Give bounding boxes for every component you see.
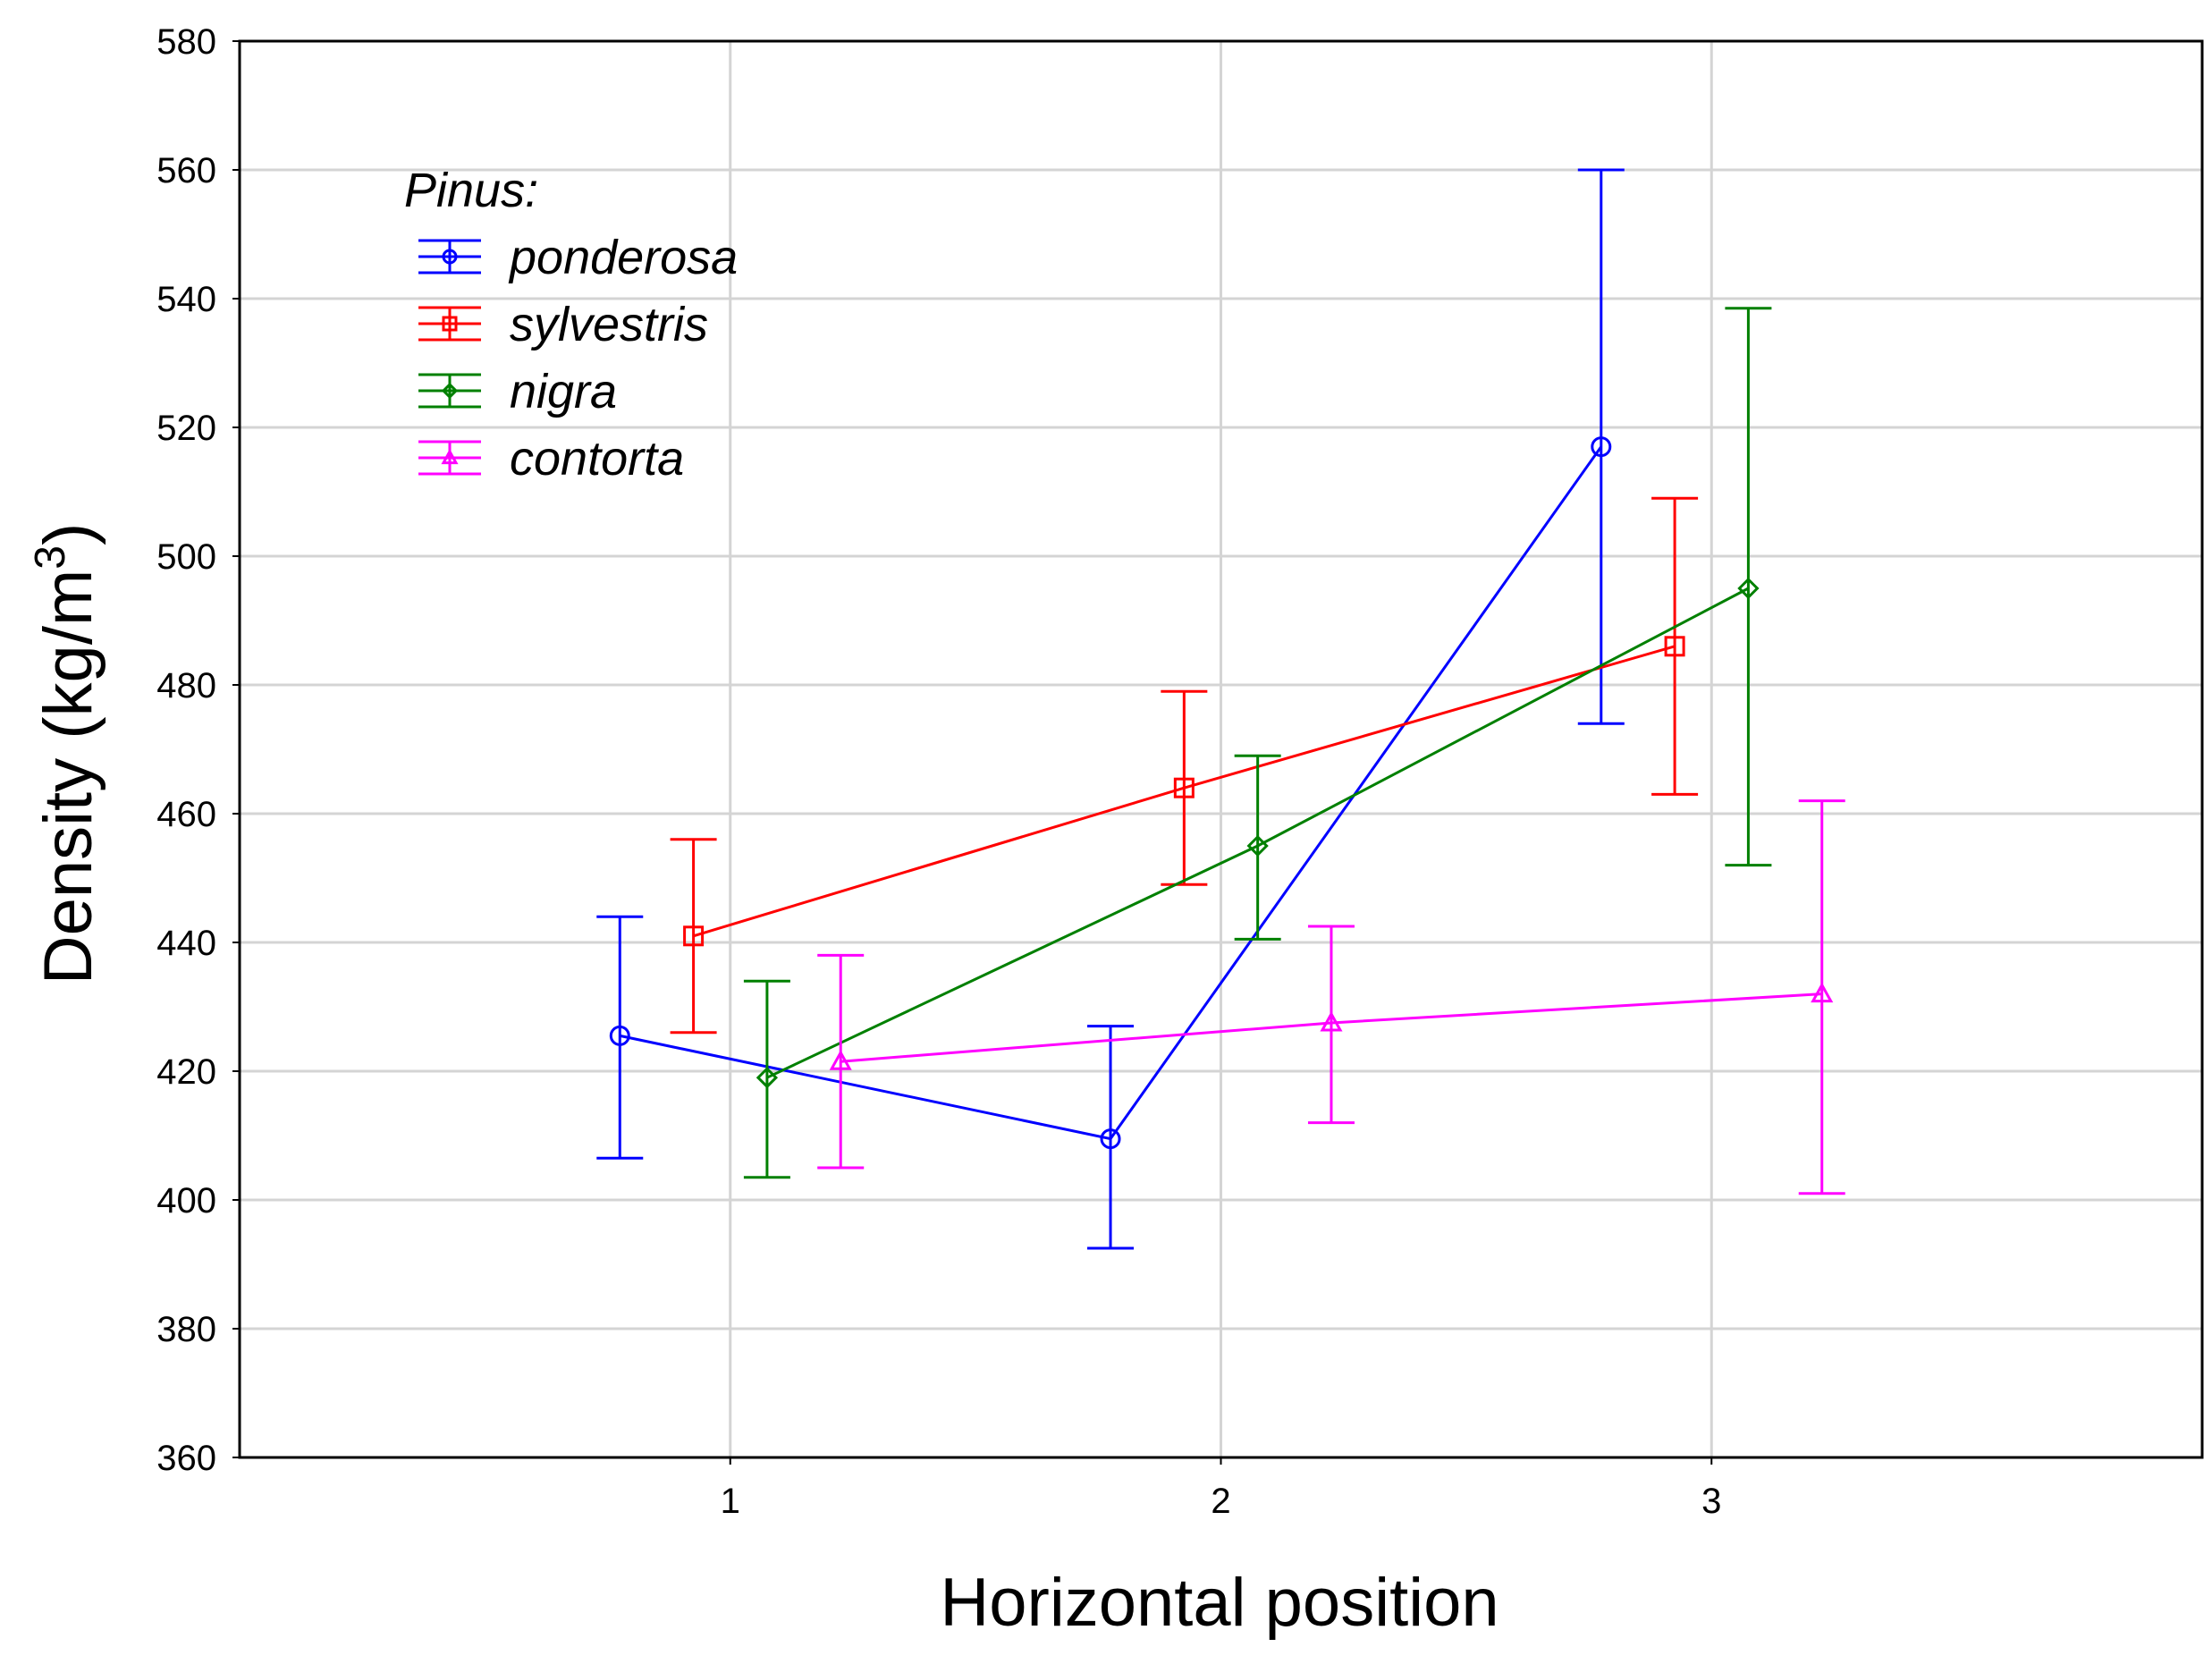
- data-point: [1100, 1128, 1121, 1150]
- legend-title: Pinus:: [404, 164, 538, 217]
- x-tick-label: 2: [1211, 1482, 1230, 1521]
- legend-marker: [441, 382, 459, 400]
- y-tick-label: 380: [156, 1310, 216, 1349]
- data-point: [609, 1025, 630, 1046]
- series-ponderosa: [596, 168, 1625, 1250]
- y-tick-label: 520: [156, 409, 216, 448]
- data-point: [1737, 577, 1760, 600]
- legend-label: sylvestris: [510, 298, 708, 351]
- data-point: [1320, 1010, 1343, 1032]
- legend-marker: [442, 249, 458, 265]
- legend-label: nigra: [510, 365, 617, 418]
- data-point: [829, 1050, 852, 1070]
- legend-item-ponderosa: ponderosa: [418, 231, 738, 284]
- y-axis: 360 380 400 420 440 460 480 500 520 540 560 580: [156, 22, 240, 1478]
- legend-marker: [442, 316, 458, 332]
- x-axis: 1 2 3: [721, 1457, 1721, 1521]
- data-point: [1173, 777, 1195, 798]
- y-tick-label: 400: [156, 1181, 216, 1221]
- legend-marker: [441, 448, 459, 465]
- y-tick-label: 440: [156, 924, 216, 963]
- y-axis-title-main: Density (kg/m: [30, 570, 106, 985]
- y-tick-label: 580: [156, 22, 216, 62]
- y-tick-label: 460: [156, 795, 216, 834]
- legend-item-contorta: contorta: [418, 432, 684, 486]
- data-point: [1664, 636, 1685, 657]
- data-point: [1591, 436, 1612, 458]
- y-tick-label: 360: [156, 1439, 216, 1478]
- y-tick-label: 480: [156, 666, 216, 705]
- y-axis-title-close: ): [30, 523, 106, 545]
- series-contorta: [817, 799, 1845, 1195]
- series-nigra: [743, 307, 1772, 1179]
- x-axis-title: Horizontal position: [940, 1565, 1499, 1641]
- y-tick-label: 420: [156, 1052, 216, 1092]
- y-tick-label: 500: [156, 537, 216, 577]
- legend: Pinus: ponderosa sylvestris nigra contorta: [404, 164, 738, 486]
- series-sylvestris: [670, 496, 1699, 1035]
- data-point: [683, 925, 705, 947]
- y-tick-label: 540: [156, 280, 216, 319]
- data-point: [1811, 982, 1834, 1003]
- legend-label: contorta: [510, 432, 684, 486]
- legend-label: ponderosa: [508, 231, 738, 284]
- legend-item-nigra: nigra: [418, 365, 617, 418]
- data-point: [756, 1067, 779, 1089]
- x-tick-label: 3: [1701, 1482, 1721, 1521]
- y-axis-title-superscript: 3: [27, 545, 74, 570]
- data-point: [1246, 834, 1269, 857]
- y-axis-title: Density (kg/m3): [27, 523, 106, 985]
- series-layer: [596, 168, 1845, 1250]
- legend-item-sylvestris: sylvestris: [418, 298, 708, 351]
- y-tick-label: 560: [156, 151, 216, 190]
- x-tick-label: 1: [721, 1482, 740, 1521]
